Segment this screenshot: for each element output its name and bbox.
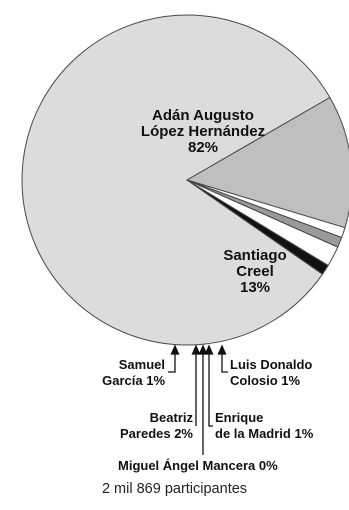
label-beatriz-paredes: Beatriz Paredes 2% (95, 410, 193, 442)
leader-samuel-garcia (168, 352, 176, 373)
arrow-enrique-de-la-madrid (204, 344, 214, 355)
label-colosio-line2: Colosio 1% (230, 373, 301, 388)
label-creel-line2: Creel (236, 263, 274, 280)
participants-note: 2 mil 869 participantes (101, 481, 248, 497)
label-adan-value: 82% (187, 139, 219, 156)
label-creel-line1: Santiago (223, 247, 287, 264)
label-samuel-line2: García 1% (102, 373, 165, 388)
slice-samuel-garcia (186, 179, 329, 275)
arrow-luis-donaldo-colosio (217, 344, 227, 355)
label-samuel-garcia: Samuel García 1% (95, 357, 165, 389)
label-luis-donaldo-colosio: Luis Donaldo Colosio 1% (230, 357, 340, 389)
label-paredes-line1: Beatriz (149, 410, 193, 425)
label-colosio-line1: Luis Donaldo (230, 357, 313, 372)
label-creel-value: 13% (239, 279, 271, 296)
arrow-beatriz-paredes (191, 344, 201, 355)
arrow-miguel-angel-mancera (198, 344, 208, 355)
label-madrid-line1: Enrique (215, 410, 264, 425)
arrow-samuel-garcia (170, 344, 180, 355)
label-mancera-line1: Miguel Ángel Mancera 0% (118, 458, 278, 473)
label-santiago-creel: Santiago Creel 13% (205, 248, 305, 296)
slice-adan-augusto (21, 14, 331, 346)
label-enrique-de-la-madrid: Enrique de la Madrid 1% (215, 410, 335, 442)
slice-santiago-creel (185, 96, 349, 229)
label-miguel-angel-mancera: Miguel Ángel Mancera 0% (118, 458, 318, 474)
label-madrid-line2: de la Madrid 1% (215, 426, 314, 441)
label-samuel-line1: Samuel (118, 357, 165, 372)
leader-enrique-de-la-madrid (208, 352, 213, 427)
leader-luis-donaldo-colosio (221, 352, 228, 373)
label-adan-line2: López Hernández (140, 123, 266, 140)
label-paredes-line2: Paredes 2% (120, 426, 193, 441)
label-adan-augusto: Adán Augusto López Hernández 82% (128, 108, 278, 156)
label-adan-line1: Adán Augusto (152, 107, 254, 124)
